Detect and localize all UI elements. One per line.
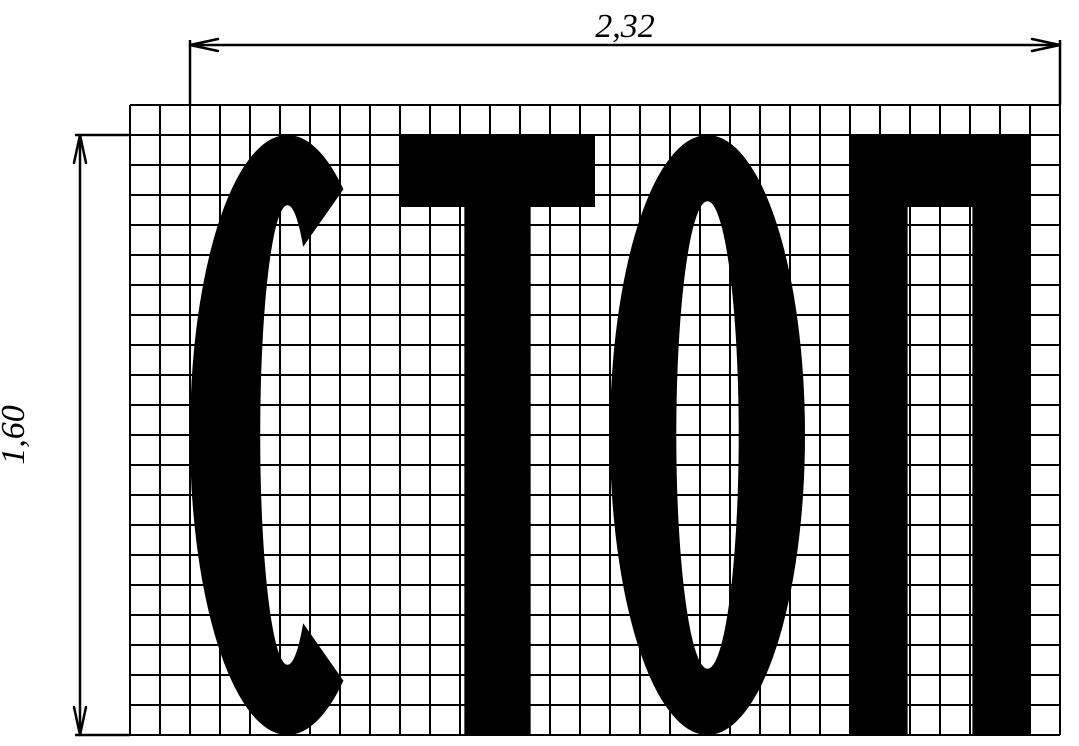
dim-label-height: 1,60	[0, 405, 32, 465]
technical-drawing-svg: 2,32 1,60	[0, 0, 1079, 746]
drawing-canvas: 2,32 1,60	[0, 0, 1079, 746]
dim-label-width: 2,32	[595, 8, 655, 45]
